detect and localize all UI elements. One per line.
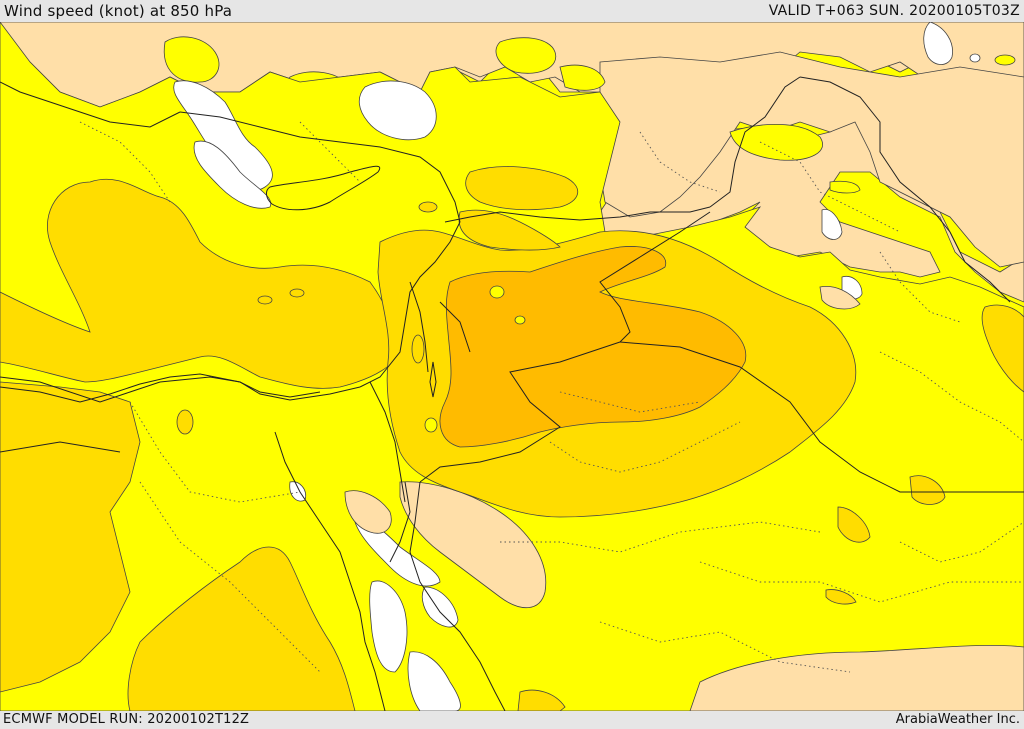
spot-yellow-2	[514, 315, 526, 325]
band-gold-saudi-1	[909, 475, 946, 505]
map-canvas	[0, 22, 1024, 711]
band-yellow-turkey-3	[495, 37, 557, 74]
spot-gold-1	[411, 334, 425, 364]
spot-yellow-ne	[994, 54, 1016, 66]
band-peach-nwsaudi	[399, 481, 547, 609]
band-gold-sw	[517, 689, 566, 711]
band-gold-egypt-south	[127, 546, 356, 711]
patch-white-caspian	[821, 209, 843, 240]
spot-white-ne	[969, 53, 981, 63]
band-yellow-turkey-1	[163, 36, 220, 83]
patch-white-sinai	[354, 520, 441, 587]
band-gold-west	[0, 381, 141, 693]
band-gold-iraq-south	[981, 304, 1024, 393]
band-gold-saudi-3	[825, 589, 857, 605]
band-gold-med	[0, 178, 401, 389]
patch-white-aegean	[173, 80, 273, 191]
spot-yellow-3	[424, 417, 438, 433]
wind-speed-map[interactable]	[0, 22, 1024, 711]
patch-white-lake	[923, 22, 953, 65]
band-peach-east	[819, 285, 861, 310]
country-boundaries	[0, 76, 1024, 711]
band-yellow-turkey-4	[559, 64, 606, 91]
patch-white-redsea1	[369, 580, 408, 673]
footer-bar: ECMWF MODEL RUN: 20200102T12Z ArabiaWeat…	[0, 711, 1024, 729]
header-bar: Wind speed (knot) at 850 hPa VALID T+063…	[0, 0, 1024, 22]
patch-white-redsea2	[421, 586, 459, 628]
credit: ArabiaWeather Inc.	[895, 712, 1020, 727]
band-gold-turkey-se	[465, 166, 578, 211]
spot-gold-4	[257, 295, 273, 305]
patch-white-aegean2	[193, 140, 272, 209]
band-gold-saudi-2	[837, 506, 871, 543]
band-amber-core	[439, 246, 747, 448]
band-peach-sinai	[344, 490, 392, 534]
spot-yellow-1	[489, 285, 505, 299]
valid-time: VALID T+063 SUN. 20200105T03Z	[768, 3, 1020, 19]
patch-white-anatolia	[358, 80, 437, 141]
spot-gold-3	[418, 201, 438, 213]
band-peach-iraq-north	[599, 51, 1024, 268]
model-run: ECMWF MODEL RUN: 20200102T12Z	[3, 712, 250, 727]
band-yellow-iraq-strip	[729, 123, 823, 161]
spot-gold-5	[289, 288, 305, 298]
province-boundaries	[79, 121, 1024, 673]
map-title: Wind speed (knot) at 850 hPa	[4, 2, 233, 20]
spot-gold-2	[176, 409, 194, 435]
band-gold-syria-n	[458, 209, 561, 251]
band-peach-southeast	[689, 644, 1024, 711]
patch-white-redsea3	[407, 651, 461, 711]
band-yellow-iraq-strip2	[829, 180, 861, 194]
